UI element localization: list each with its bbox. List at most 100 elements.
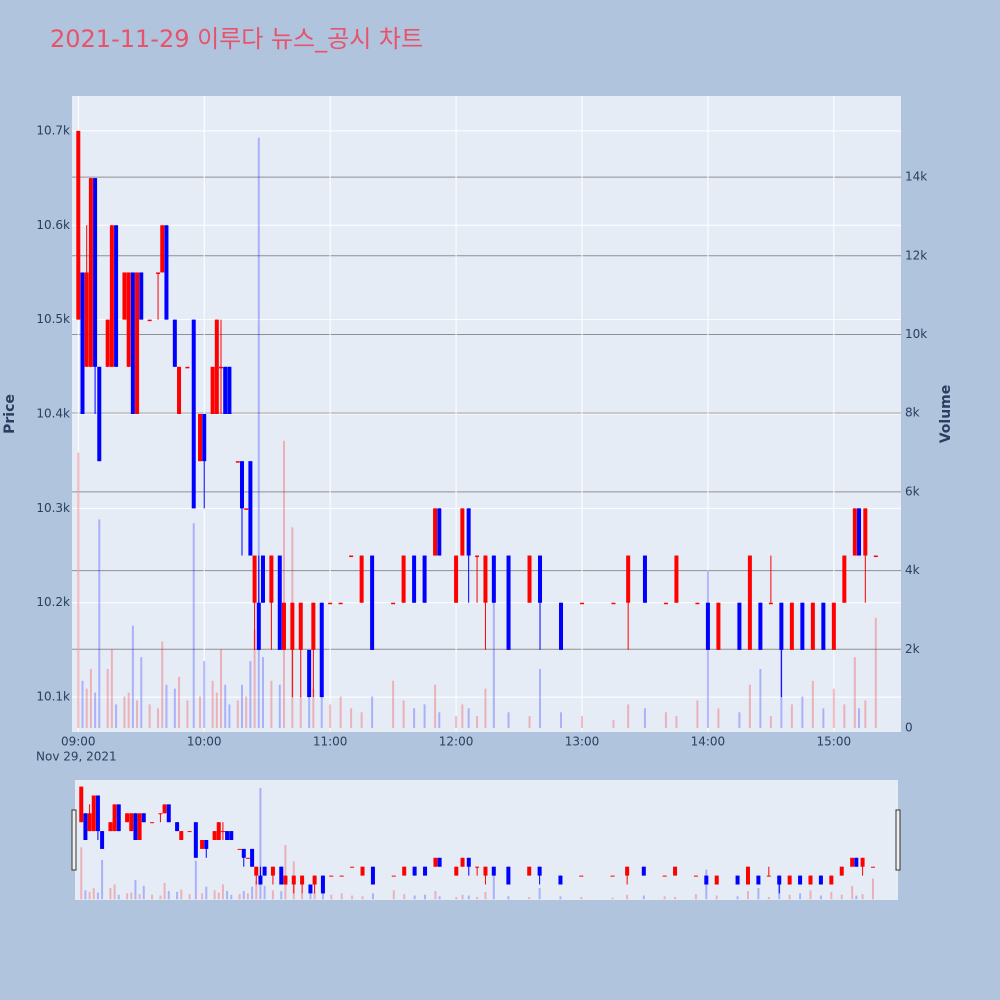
candle-body: [177, 366, 182, 414]
volume-bar: [484, 688, 487, 728]
y2-tick-label: 2k: [905, 642, 920, 656]
range-slider[interactable]: [75, 780, 898, 900]
volume-bar: [402, 700, 405, 728]
slider-volume-bar: [559, 896, 562, 900]
slider-volume-bar: [151, 894, 154, 900]
y2-tick-label: 12k: [905, 248, 927, 262]
candle-body: [244, 508, 249, 510]
volume-bar: [278, 684, 281, 728]
volume-bar: [664, 712, 667, 728]
candle-body: [391, 602, 396, 605]
candle-body: [491, 555, 496, 603]
volume-bar: [843, 704, 846, 728]
volume-bar: [203, 661, 206, 728]
candle-body: [185, 366, 190, 369]
slider-candle-body: [537, 866, 542, 876]
volume-bar: [864, 700, 867, 728]
candle-body: [705, 602, 710, 650]
candle-body: [172, 319, 177, 367]
slider-volume-bar: [642, 895, 645, 900]
slider-candle-body: [329, 875, 334, 877]
candle-body: [298, 602, 303, 650]
volume-bar: [253, 629, 256, 728]
slider-candle-body: [137, 813, 142, 840]
candle-body: [248, 461, 253, 556]
volume-bar: [455, 716, 458, 728]
slider-volume-bar: [259, 787, 262, 900]
slider-candle-body: [91, 795, 96, 832]
slider-candle-body: [133, 813, 138, 840]
candle-body: [695, 602, 700, 605]
candle-body: [831, 602, 836, 650]
y-tick-label: 10.1k: [36, 690, 70, 704]
slider-volume-bar: [180, 889, 183, 900]
slider-volume-bar: [167, 891, 170, 900]
candle-body: [122, 272, 127, 320]
slider-candle-body: [112, 804, 117, 832]
slider-candle-body: [839, 866, 844, 876]
volume-bar: [423, 704, 426, 728]
slider-volume-bar: [736, 896, 739, 900]
slider-candle-body: [237, 848, 242, 850]
candle-body: [842, 555, 847, 603]
slider-candle-body: [704, 875, 709, 885]
slider-candle-body: [850, 857, 855, 867]
candle-body: [202, 414, 207, 462]
volume-bar: [874, 617, 877, 728]
candle-body: [135, 272, 140, 414]
slider-handle-left[interactable]: [71, 809, 77, 871]
slider-volume-bar: [492, 871, 495, 900]
volume-bar: [738, 712, 741, 728]
candle-body: [290, 602, 295, 650]
slider-candle-body: [433, 857, 438, 867]
slider-volume-bar: [301, 893, 304, 900]
candle-body: [359, 555, 364, 603]
slider-volume-bar: [138, 894, 141, 900]
slider-candle-body: [798, 875, 803, 885]
slider-volume-bar: [117, 894, 120, 900]
slider-candle-body: [662, 875, 667, 877]
x-tick-label: 09:00: [61, 735, 96, 749]
slider-volume-bar: [424, 894, 427, 900]
candle-body: [863, 508, 868, 556]
x-tick-label: 14:00: [691, 735, 726, 749]
slider-candle-body: [108, 822, 113, 832]
slider-volume-bar: [767, 897, 770, 900]
candle-body: [269, 555, 274, 603]
candle-body: [198, 414, 203, 462]
candle-body: [475, 555, 480, 558]
slider-candle-body: [100, 831, 105, 849]
y-tick-label: 10.3k: [36, 501, 70, 515]
candle-body: [307, 649, 312, 698]
candle-body: [84, 272, 89, 367]
candle-body: [227, 366, 232, 414]
volume-bar: [790, 704, 793, 728]
volume-bar: [161, 641, 164, 728]
slider-candle-body: [254, 866, 259, 876]
volume-bar: [858, 708, 861, 728]
slider-candle-body: [808, 875, 813, 885]
candle-body: [191, 319, 196, 509]
slider-volume-bar: [461, 894, 464, 900]
slider-candle-body: [829, 875, 834, 885]
volume-bar: [85, 688, 88, 728]
candle-body: [219, 366, 224, 369]
slider-volume-bar: [242, 891, 245, 900]
slider-volume-bar: [455, 897, 458, 900]
slider-candle-body: [558, 875, 563, 885]
slider-volume-bar: [757, 888, 760, 900]
slider-volume-bar: [484, 891, 487, 900]
slider-candle-body: [141, 813, 146, 823]
volume-bar: [392, 680, 395, 728]
slider-handle-right[interactable]: [895, 809, 901, 871]
slider-volume-bar: [871, 878, 874, 900]
slider-candle-body: [818, 875, 823, 885]
volume-bar: [173, 688, 176, 728]
slider-candle-body: [229, 831, 234, 840]
slider-candle-body: [412, 866, 417, 876]
slider-volume-bar: [392, 890, 395, 900]
candle-body: [130, 272, 135, 414]
slider-candle-body: [279, 866, 284, 885]
slider-volume-bar: [403, 894, 406, 900]
